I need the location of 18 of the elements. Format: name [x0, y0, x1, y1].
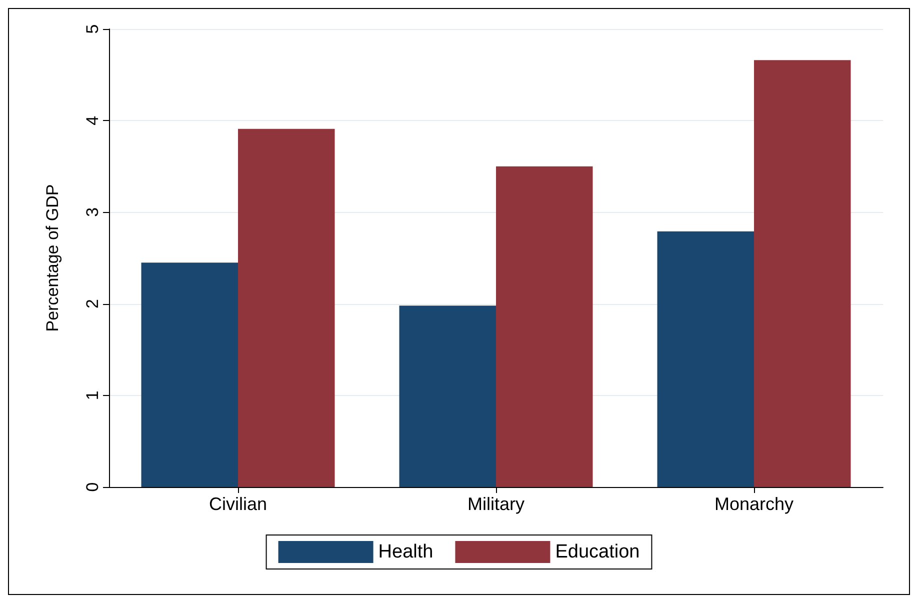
y-axis-title: Percentage of GDP: [43, 184, 62, 332]
x-tick-label: Civilian: [208, 494, 268, 514]
y-tick-label: 2: [83, 299, 102, 309]
y-tick-label: 5: [83, 24, 102, 34]
bar: [141, 262, 238, 487]
bar: [238, 128, 335, 487]
bar: [657, 231, 754, 487]
x-tick-label: Monarchy: [714, 494, 794, 514]
y-tick-label: 4: [83, 116, 102, 126]
y-tick-label: 1: [83, 390, 102, 400]
bar: [399, 306, 496, 487]
y-tick-label: 3: [83, 207, 102, 217]
legend-label: Health: [378, 542, 434, 562]
bar: [496, 166, 593, 487]
y-tick-label: 0: [83, 482, 102, 492]
x-tick-label: Military: [468, 494, 524, 514]
text: Education: [555, 542, 640, 562]
bar: [754, 60, 851, 487]
